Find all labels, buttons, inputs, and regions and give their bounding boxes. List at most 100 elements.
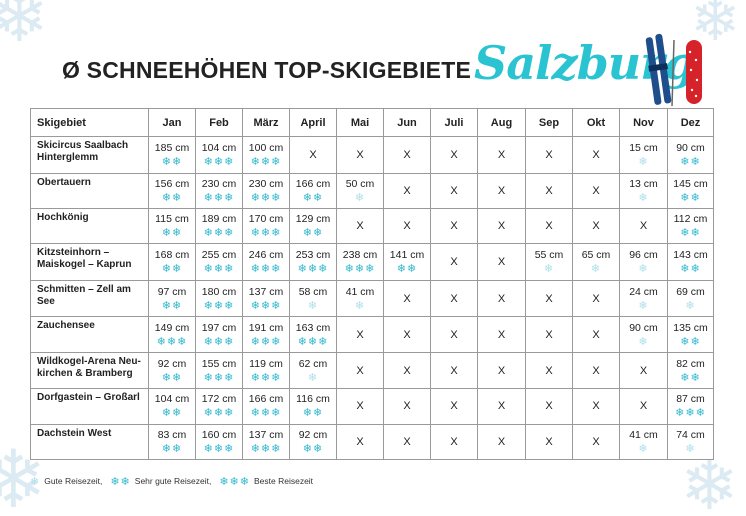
snowflake-icon: ❄❄❄ [203,262,235,275]
snow-depth-cell: 185 cm ❄❄ [148,136,196,174]
snowflake-icon: ❄ [685,441,696,455]
column-header-month: Dez [667,108,714,137]
snowflake-icon: ❄❄ [161,370,183,384]
no-snow-mark: X [592,364,600,377]
snowflake-icon: ❄❄❄ [297,334,329,348]
snow-depth-cell: 180 cm ❄❄❄ [195,279,243,318]
table-row: Hochkönig 115 cm ❄❄ 189 cm ❄❄❄ 170 cm ❄❄❄ 129 c… [30,207,714,245]
snowflake-icon: ❄ [307,298,319,312]
snow-depth-value: 116 cm [296,393,330,406]
snow-depth-value: 119 cm [249,357,283,370]
snowflake-icon: ❄❄❄ [250,226,282,240]
snow-depth-cell: X [430,243,478,281]
snowflake-icon: ❄❄ [680,190,701,204]
snow-depth-cell: 90 cm ❄ [619,316,668,353]
snow-depth-cell: 191 cm ❄❄❄ [242,316,290,353]
snow-depth-cell: 255 cm ❄❄❄ [195,243,243,281]
snow-depth-value: 24 cm [629,285,658,298]
ski-area-name: Dorfgastein – Großarl [30,388,149,425]
snowflake-icon: ❄ [543,262,555,275]
snowflake-icon: ❄❄ [161,441,183,455]
no-snow-mark: X [403,328,411,341]
snow-depth-cell: 55 cm ❄ [525,243,573,281]
no-snow-mark: X [356,435,364,448]
snow-depth-cell: X [383,423,431,461]
no-snow-mark: X [497,364,506,377]
snow-depth-value: 185 cm [154,141,190,154]
table-row: Dachstein West 83 cm ❄❄ 160 cm ❄❄❄ 137 cm ❄❄❄ 9… [30,423,714,461]
snowflake-icon: ❄❄❄ [203,226,235,240]
no-snow-mark: X [545,400,553,413]
snowflake-icon: ❄❄ [302,406,324,420]
no-snow-mark: X [403,435,411,448]
snowflake-icon: ❄ [307,370,319,384]
ski-area-name: Kitzsteinhorn – Maiskogel – Kaprun [30,243,149,281]
snow-depth-cell: 100 cm ❄❄❄ [242,136,290,174]
snow-depth-cell: X [572,351,620,390]
no-snow-mark: X [545,292,553,305]
snowflake-icon: ❄❄ [161,262,183,275]
background-snowflake-icon: ❄ [0,0,49,58]
snow-depth-value: 41 cm [345,285,375,298]
table-header-row: Skigebiet Jan Feb März April Mai Jun Juli Aug Sep… [30,108,714,137]
snow-depth-cell: 50 cm ❄ [336,172,384,209]
snow-depth-cell: 149 cm ❄❄❄ [148,316,196,353]
snowflake-icon: ❄ [685,298,696,312]
snow-depth-value: 96 cm [629,249,658,261]
snow-depth-cell: 156 cm ❄❄ [148,172,196,209]
table-row: Schmitten – Zell am See 97 cm ❄❄ 180 cm ❄❄❄ 1… [30,279,714,318]
snow-depth-cell: 163 cm ❄❄❄ [289,316,337,353]
snow-depth-cell: X [477,172,526,209]
snow-depth-cell: 246 cm ❄❄❄ [242,243,290,281]
snowflake-icon: ❄❄ [680,334,701,348]
no-snow-mark: X [450,220,458,233]
snowflake-icon: ❄❄ [110,474,131,488]
snow-depth-value: 238 cm [342,249,378,261]
snowflake-icon: ❄❄❄ [344,262,376,275]
snow-depth-cell: 104 cm ❄❄❄ [195,136,243,174]
no-snow-mark: X [545,220,553,233]
snow-depth-value: 135 cm [673,321,708,334]
snow-depth-value: 246 cm [248,249,284,261]
snow-depth-cell: X [336,423,384,461]
snow-depth-cell: X [572,388,620,425]
column-header-month: Feb [195,108,243,137]
snow-depth-cell: X [525,316,573,353]
no-snow-mark: X [592,184,600,197]
snow-depth-cell: X [289,136,337,174]
no-snow-mark: X [497,256,506,268]
snow-depth-cell: X [430,351,478,390]
snow-depth-cell: 170 cm ❄❄❄ [242,207,290,245]
snow-depth-cell: 74 cm ❄ [667,423,714,461]
snow-depth-cell: X [572,423,620,461]
snow-depth-cell: X [525,172,573,209]
no-snow-mark: X [592,435,600,448]
snow-depth-value: 41 cm [629,428,658,441]
snow-depth-value: 97 cm [157,285,187,298]
legend-label: Gute Reisezeit, [44,476,103,486]
legend-item: ❄ Gute Reisezeit, [30,475,102,488]
no-snow-mark: X [545,184,553,197]
no-snow-mark: X [356,364,364,377]
snow-depth-cell: X [619,388,668,425]
snow-depth-cell: 15 cm ❄ [619,136,668,174]
no-snow-mark: X [403,220,411,233]
no-snow-mark: X [639,364,648,377]
no-snow-mark: X [450,328,458,341]
no-snow-mark: X [356,328,364,341]
snowflake-icon: ❄❄ [680,154,701,168]
snow-depth-value: 191 cm [248,321,284,334]
column-header-month: Jun [383,108,431,137]
column-header-month: Jan [148,108,196,137]
snow-depth-cell: 137 cm ❄❄❄ [242,423,290,461]
snow-depth-value: 87 cm [676,393,705,406]
snowflake-icon: ❄❄❄ [250,190,282,204]
snow-depth-cell: X [383,207,431,245]
snow-depth-value: 65 cm [581,249,611,261]
snow-depth-cell: X [525,388,573,425]
snow-depth-cell: 65 cm ❄ [572,243,620,281]
snow-depth-value: 13 cm [629,177,658,190]
snow-depth-value: 50 cm [345,177,375,190]
no-snow-mark: X [497,148,506,161]
snow-depth-cell: 129 cm ❄❄ [289,207,337,245]
